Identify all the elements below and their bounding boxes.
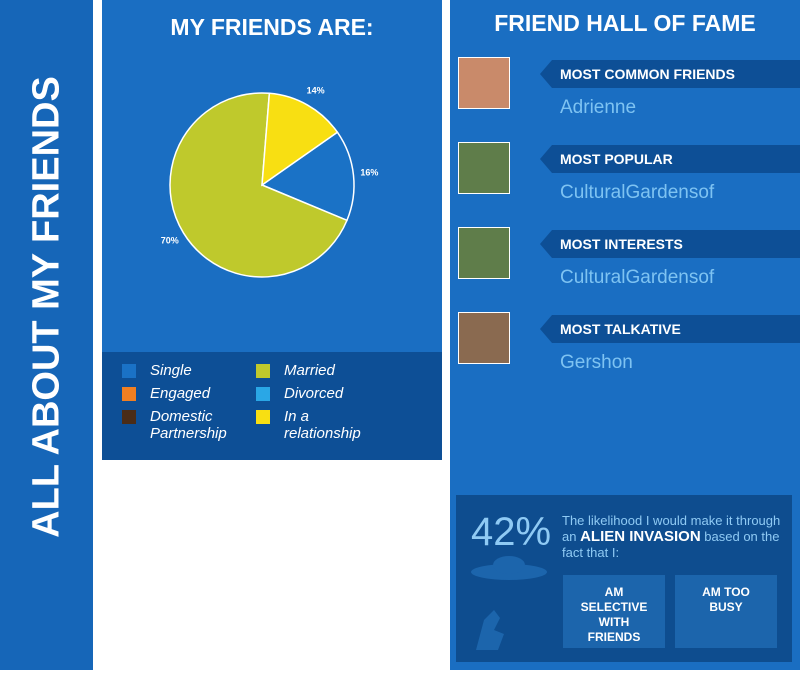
banner (540, 315, 800, 343)
stat: 42% (471, 510, 552, 554)
legend-swatch (122, 387, 136, 401)
friend-name: Adrienne (560, 97, 637, 118)
legend-swatch (122, 410, 136, 424)
banner (540, 230, 800, 258)
friend-photo (458, 227, 510, 279)
legend-swatch (256, 387, 270, 401)
award-label: MOST INTERESTS (560, 236, 683, 252)
pie-slice (261, 92, 339, 187)
chart-panel: MY FRIENDS ARE: 16% 70% 14% Single Engaged D… (102, 0, 442, 460)
legend-label: Domestic Partnership (150, 408, 227, 442)
legend-label: In a relationship (284, 408, 361, 442)
reason-button: AM TOO BUSY (675, 575, 777, 648)
data-label: 14% (307, 86, 325, 96)
text: The likelihood I would make it through a… (562, 513, 781, 544)
legend-swatch (256, 410, 270, 424)
friend-photo (458, 57, 510, 109)
sidebar-title: ALL ABOUT MY FRIENDS (25, 76, 68, 538)
ufo-icon (471, 556, 547, 650)
data-label: 16% (360, 168, 378, 178)
pie-slice (260, 131, 355, 222)
legend-label: Married (284, 362, 335, 379)
legend-swatch (256, 364, 270, 378)
hall-title: FRIEND HALL OF FAME (494, 10, 756, 36)
friend-name: CulturalGardensof (560, 267, 715, 288)
friend-photo (458, 312, 510, 364)
award-label: MOST COMMON FRIENDS (560, 66, 735, 82)
chart-title: MY FRIENDS ARE: (170, 14, 374, 40)
friend-name: CulturalGardensof (560, 182, 715, 203)
survival-text: The likelihood I would make it through a… (562, 513, 782, 561)
award-label: MOST TALKATIVE (560, 321, 681, 337)
pie-slice (169, 92, 348, 278)
friend-photo (458, 142, 510, 194)
reason-button: AM SELECTIVE WITH FRIENDS (563, 575, 665, 648)
legend-label: Divorced (284, 385, 344, 402)
highlight: ALIEN INVASION (580, 528, 701, 545)
legend: Single Engaged Domestic Partnership Married… (102, 352, 442, 460)
sidebar: ALL ABOUT MY FRIENDS (0, 0, 93, 670)
banner (540, 145, 800, 173)
text: based on the fact that I: (562, 529, 780, 560)
banner (540, 60, 800, 88)
legend-label: Single (150, 362, 192, 379)
survival-box: 42% The likelihood I would make it throu… (456, 495, 792, 662)
award-label: MOST POPULAR (560, 151, 673, 167)
legend-swatch (122, 364, 136, 378)
pie-chart: 16% 70% 14% (161, 86, 378, 278)
data-label: 70% (161, 236, 179, 246)
legend-label: Engaged (150, 385, 211, 402)
friend-name: Gershon (560, 352, 633, 373)
